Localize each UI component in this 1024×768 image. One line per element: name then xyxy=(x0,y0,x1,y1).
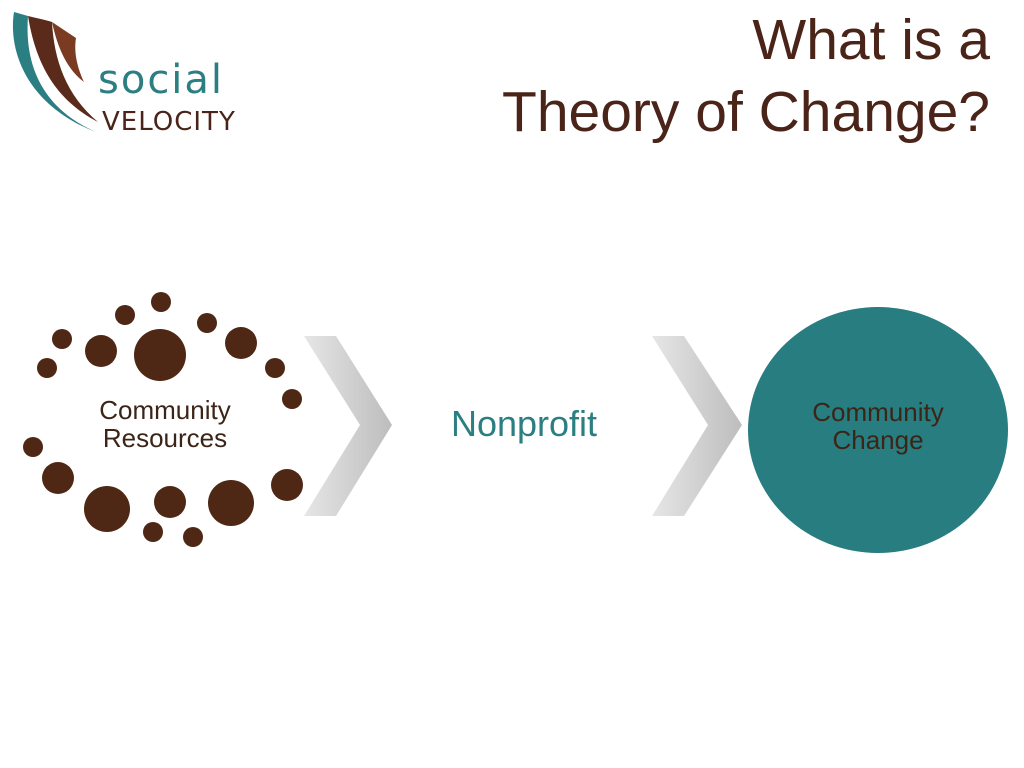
community-change-label: Community Change xyxy=(812,397,944,456)
arrow-chevron-2 xyxy=(652,336,742,516)
community-change-circle xyxy=(748,307,1008,553)
resource-dot xyxy=(134,329,186,381)
resource-dot xyxy=(37,358,57,378)
slide-title: What is a Theory of Change? xyxy=(370,4,990,148)
logo-wordmark-velocity: VELOCITY xyxy=(102,107,236,137)
slide-title-line-2: Theory of Change? xyxy=(502,80,990,144)
resource-dot xyxy=(282,389,302,409)
nonprofit-label: Nonprofit xyxy=(450,403,598,444)
resource-dot xyxy=(85,335,117,367)
resource-dot xyxy=(143,522,163,542)
resource-dot xyxy=(197,313,217,333)
resource-dot xyxy=(52,329,72,349)
resource-dot xyxy=(271,469,303,501)
resource-dot xyxy=(42,462,74,494)
social-velocity-logo: social VELOCITY xyxy=(6,10,266,140)
resource-dot xyxy=(225,327,257,359)
resource-dot xyxy=(265,358,285,378)
resource-dot xyxy=(23,437,43,457)
arrow-chevron-1 xyxy=(304,336,392,516)
logo-wordmark-social: social xyxy=(98,57,225,103)
slide-title-line-1: What is a xyxy=(752,8,990,72)
resource-dot xyxy=(151,292,171,312)
resource-dot xyxy=(208,480,254,526)
resource-dots-cluster xyxy=(23,292,303,547)
community-resources-label: Community Resources xyxy=(99,395,231,454)
logo-swoosh-icon xyxy=(12,12,98,132)
resource-dot xyxy=(154,486,186,518)
resource-dot xyxy=(115,305,135,325)
resource-dot xyxy=(183,527,203,547)
resource-dot xyxy=(84,486,130,532)
